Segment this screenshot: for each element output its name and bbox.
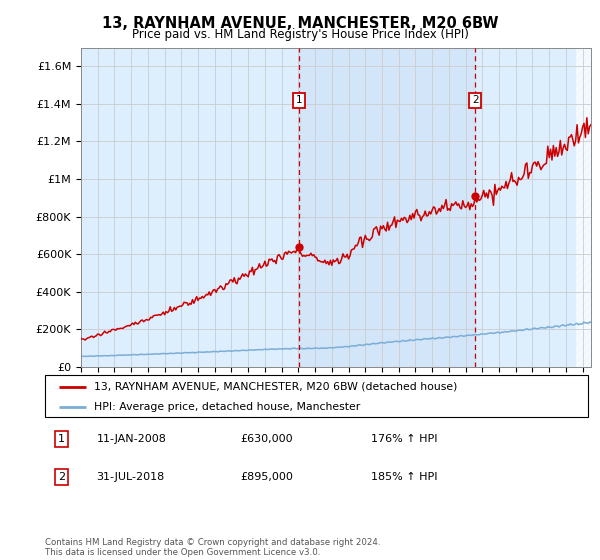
Text: 176% ↑ HPI: 176% ↑ HPI xyxy=(371,434,437,444)
Text: 1: 1 xyxy=(58,434,65,444)
Text: 1: 1 xyxy=(296,95,302,105)
Text: 31-JUL-2018: 31-JUL-2018 xyxy=(97,472,165,482)
Text: £630,000: £630,000 xyxy=(241,434,293,444)
FancyBboxPatch shape xyxy=(45,375,588,417)
Bar xyxy=(299,48,475,367)
Text: 185% ↑ HPI: 185% ↑ HPI xyxy=(371,472,437,482)
Text: Contains HM Land Registry data © Crown copyright and database right 2024.
This d: Contains HM Land Registry data © Crown c… xyxy=(45,538,380,557)
Bar xyxy=(575,48,591,367)
Text: Price paid vs. HM Land Registry's House Price Index (HPI): Price paid vs. HM Land Registry's House … xyxy=(131,28,469,41)
Text: 13, RAYNHAM AVENUE, MANCHESTER, M20 6BW (detached house): 13, RAYNHAM AVENUE, MANCHESTER, M20 6BW … xyxy=(94,382,457,392)
Text: 13, RAYNHAM AVENUE, MANCHESTER, M20 6BW: 13, RAYNHAM AVENUE, MANCHESTER, M20 6BW xyxy=(102,16,498,31)
Text: 2: 2 xyxy=(58,472,65,482)
Text: £895,000: £895,000 xyxy=(241,472,293,482)
Text: 2: 2 xyxy=(472,95,479,105)
Text: HPI: Average price, detached house, Manchester: HPI: Average price, detached house, Manc… xyxy=(94,402,360,412)
Text: 11-JAN-2008: 11-JAN-2008 xyxy=(97,434,166,444)
